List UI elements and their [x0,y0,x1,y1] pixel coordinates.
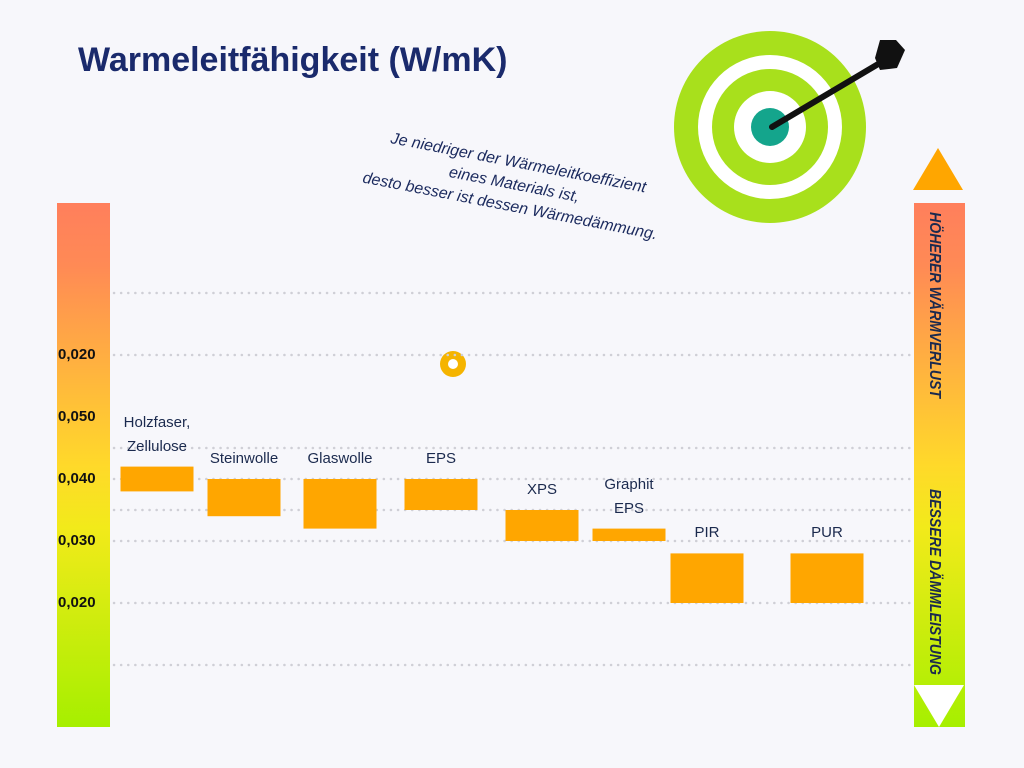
y-tick-label: 0,040 [58,470,96,487]
bar [790,553,864,603]
arrow-down [914,685,964,727]
heat-scale-right [914,203,965,727]
target-icon [674,31,905,223]
bar [592,528,666,541]
scale-bottom-label: BESSERE DÄMMLEISTUNG [926,489,944,675]
category-label: Holzfaser, Zellulose [123,413,191,455]
annotation: Je niedriger der Wärmeleitkoeffizientein… [361,130,658,243]
category-label: Glaswolle [307,450,373,467]
bar [207,479,281,517]
heat-scale [57,203,110,727]
scale-top-label: HÖHERER WÄRMVERLUST [926,212,945,399]
category-label: XPS [526,481,557,498]
y-tick-label: 0,030 [58,532,96,549]
category-label: EPS [425,450,456,467]
bars [120,466,864,603]
bar [120,466,194,492]
bar [505,510,579,541]
y-tick-label: 0,050 [58,408,96,425]
y-tick-label: 0,020 [58,346,96,363]
chart-title: Warmeleitfähigkeit (W/mK) [78,41,507,79]
bar [670,553,744,603]
y-tick-label: 0,020 [58,594,96,611]
category-label: Graphit EPS [604,475,654,517]
arrow-up [913,148,963,190]
category-label: Steinwolle [209,450,279,467]
marker-dot [440,351,466,377]
category-label: PUR [811,524,843,542]
bar [404,479,478,510]
bar [303,479,377,529]
category-label: PIR [694,524,720,542]
